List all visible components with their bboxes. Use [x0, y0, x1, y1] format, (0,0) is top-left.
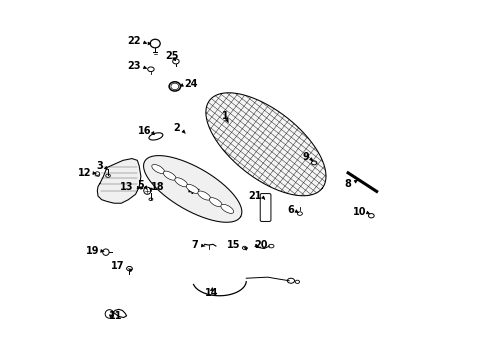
Polygon shape [97, 158, 141, 203]
Ellipse shape [198, 191, 210, 200]
Text: 24: 24 [184, 79, 198, 89]
Text: 6: 6 [287, 205, 294, 215]
Text: 12: 12 [78, 168, 91, 178]
Polygon shape [143, 156, 242, 222]
Ellipse shape [221, 204, 233, 213]
Text: 14: 14 [204, 288, 218, 297]
Text: 21: 21 [247, 191, 261, 201]
Polygon shape [205, 93, 325, 196]
Text: 16: 16 [138, 126, 151, 136]
Ellipse shape [151, 165, 164, 174]
Text: 3: 3 [97, 161, 103, 171]
Text: 19: 19 [86, 246, 100, 256]
Text: 8: 8 [344, 179, 351, 189]
Text: 2: 2 [173, 123, 180, 133]
Text: 9: 9 [302, 152, 308, 162]
Text: 7: 7 [191, 240, 198, 250]
Text: 13: 13 [119, 182, 133, 192]
Text: 4: 4 [187, 186, 194, 197]
Text: 25: 25 [165, 51, 179, 61]
Text: 5: 5 [138, 180, 144, 190]
Text: 20: 20 [254, 240, 267, 250]
Ellipse shape [186, 184, 199, 193]
Text: 11: 11 [108, 311, 122, 321]
Text: 22: 22 [127, 36, 141, 46]
Ellipse shape [209, 198, 222, 207]
Text: 1: 1 [221, 111, 228, 121]
Ellipse shape [174, 178, 187, 187]
Ellipse shape [163, 171, 176, 180]
Text: 10: 10 [352, 207, 365, 217]
Text: 15: 15 [226, 240, 240, 250]
Text: 23: 23 [127, 62, 141, 71]
Text: 18: 18 [151, 182, 164, 192]
Text: 17: 17 [111, 261, 124, 271]
